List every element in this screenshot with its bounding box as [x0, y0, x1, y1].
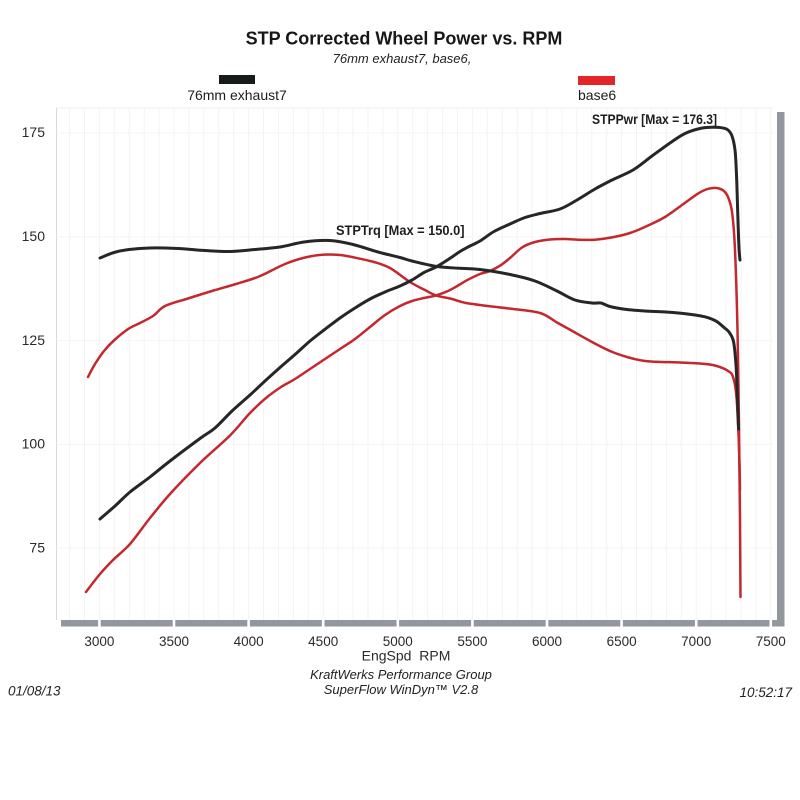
- svg-text:3500: 3500: [159, 634, 189, 649]
- svg-text:7500: 7500: [756, 634, 786, 649]
- svg-text:175: 175: [22, 124, 46, 140]
- svg-text:EngSpd RPM: EngSpd RPM: [362, 648, 451, 664]
- svg-text:150: 150: [22, 228, 46, 244]
- svg-text:6000: 6000: [532, 634, 562, 649]
- svg-text:125: 125: [22, 332, 46, 348]
- svg-text:KraftWerks Performance Group: KraftWerks Performance Group: [310, 667, 492, 682]
- svg-text:5500: 5500: [457, 634, 487, 649]
- svg-text:7000: 7000: [681, 634, 711, 649]
- svg-text:01/08/13: 01/08/13: [8, 684, 61, 699]
- svg-text:STPPwr [Max = 176.3]: STPPwr [Max = 176.3]: [592, 111, 717, 127]
- svg-text:4000: 4000: [234, 634, 264, 649]
- svg-text:base6: base6: [578, 87, 616, 103]
- svg-text:3000: 3000: [84, 634, 114, 649]
- svg-text:6500: 6500: [607, 634, 637, 649]
- svg-text:SuperFlow WinDyn™ V2.8: SuperFlow WinDyn™ V2.8: [324, 682, 479, 697]
- svg-text:10:52:17: 10:52:17: [739, 685, 792, 700]
- svg-text:76mm exhaust7: 76mm exhaust7: [187, 87, 287, 103]
- svg-text:4500: 4500: [308, 634, 338, 649]
- svg-text:5000: 5000: [383, 634, 413, 649]
- svg-text:76mm exhaust7, base6,: 76mm exhaust7, base6,: [333, 51, 472, 66]
- svg-text:STPTrq [Max = 150.0]: STPTrq [Max = 150.0]: [336, 222, 465, 238]
- svg-text:75: 75: [29, 539, 45, 555]
- svg-text:STP Corrected Wheel Power vs.: STP Corrected Wheel Power vs. RPM: [246, 29, 563, 49]
- svg-text:100: 100: [22, 436, 46, 452]
